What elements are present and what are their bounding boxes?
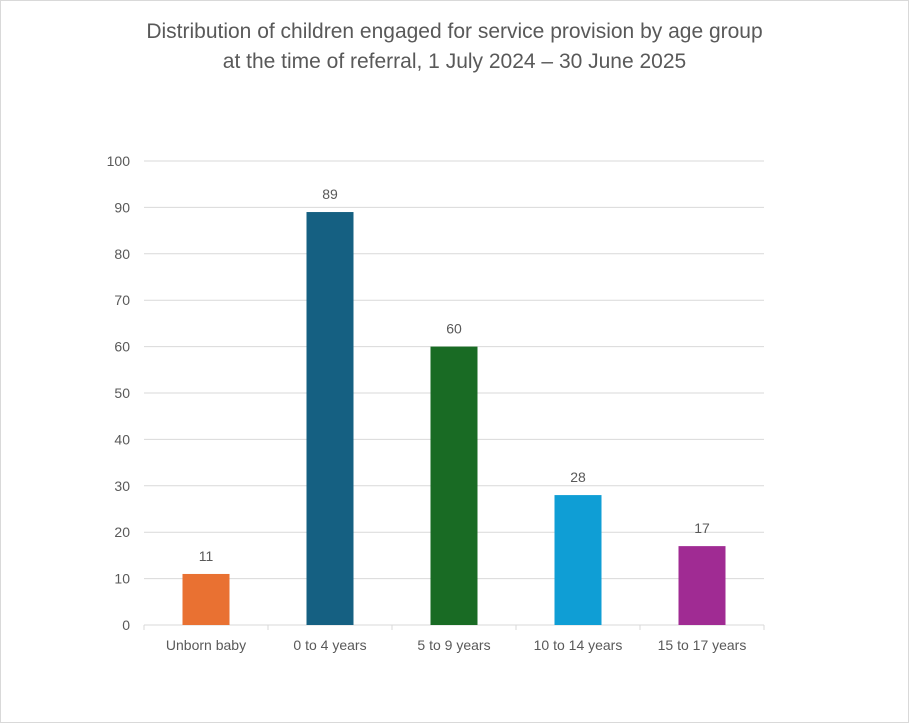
- chart-title-line-1: Distribution of children engaged for ser…: [146, 20, 763, 43]
- chart-title: Distribution of children engaged for ser…: [1, 17, 908, 77]
- y-tick-label: 90: [114, 199, 130, 215]
- bar: [430, 346, 478, 625]
- y-tick-label: 80: [114, 246, 130, 262]
- y-tick-label: 20: [114, 524, 130, 540]
- y-tick-label: 0: [122, 617, 130, 633]
- bar: [554, 495, 602, 625]
- y-tick-label: 40: [114, 431, 130, 447]
- bar: [182, 573, 230, 625]
- x-tick-label: Unborn baby: [166, 637, 246, 653]
- data-label: 89: [322, 186, 338, 202]
- chart-title-line-2: at the time of referral, 1 July 2024 – 3…: [222, 50, 687, 73]
- data-label: 28: [570, 469, 586, 485]
- y-tick-label: 60: [114, 339, 130, 355]
- y-tick-label: 30: [114, 478, 130, 494]
- data-label: 60: [446, 321, 462, 337]
- x-tick-label: 15 to 17 years: [658, 637, 747, 653]
- x-tick-label: 10 to 14 years: [534, 637, 623, 653]
- x-tick-label: 0 to 4 years: [293, 637, 366, 653]
- y-tick-label: 50: [114, 385, 130, 401]
- data-label: 11: [199, 548, 214, 564]
- bar: [306, 212, 354, 626]
- y-tick-label: 10: [114, 571, 130, 587]
- data-label: 17: [694, 520, 710, 536]
- y-tick-label: 100: [107, 153, 131, 169]
- y-tick-label: 70: [114, 292, 130, 308]
- x-tick-label: 5 to 9 years: [417, 637, 490, 653]
- bar: [678, 546, 726, 625]
